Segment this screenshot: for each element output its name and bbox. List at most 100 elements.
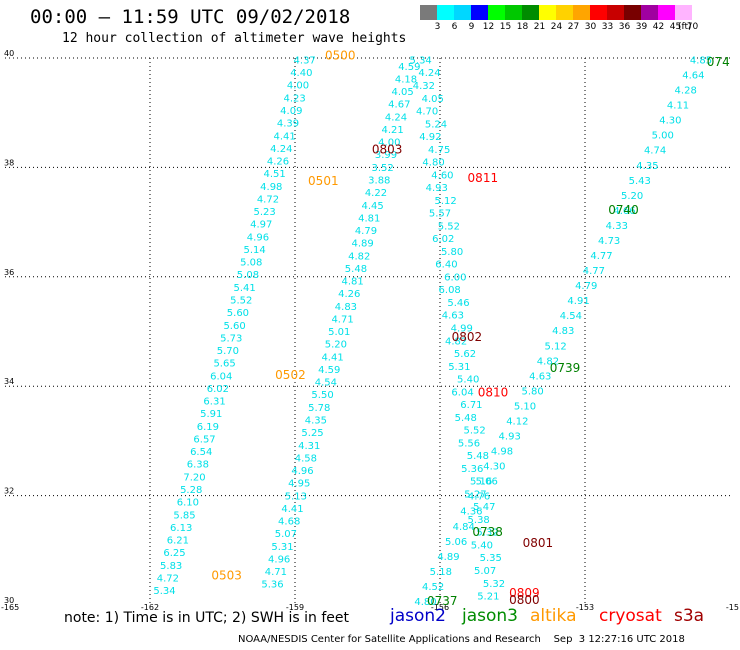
wave-height-value: 4.83 (552, 326, 574, 337)
wave-height-value: 7.20 (183, 472, 205, 483)
wave-height-value: 6.08 (439, 285, 461, 296)
pass-time-label: 0502 (275, 368, 306, 382)
wave-height-value: 6.02 (432, 234, 454, 245)
lon-tick-label: -156 (431, 603, 449, 612)
wave-height-value: 4.30 (659, 116, 681, 127)
wave-height-value: 4.89 (351, 239, 373, 250)
note-text: note: 1) Time is in UTC; 2) SWH is in fe… (64, 610, 350, 626)
legend-label: 45 (669, 22, 682, 32)
wave-height-value: 5.47 (473, 502, 495, 513)
wave-height-value: 6.04 (451, 387, 473, 398)
legend-label: 70 (686, 22, 699, 32)
pass-time-label: 0739 (550, 361, 581, 375)
wave-height-value: 4.37 (294, 55, 316, 66)
wave-height-value: 4.09 (280, 106, 302, 117)
wave-height-value: 5.57 (429, 209, 451, 220)
wave-height-value: 5.48 (467, 451, 489, 462)
wave-height-value: 4.33 (606, 221, 628, 232)
wave-height-value: 4.41 (281, 504, 303, 515)
wave-height-value: 4.98 (491, 447, 513, 458)
pass-time-label: 0501 (308, 174, 339, 188)
wave-height-value: 4.97 (250, 220, 272, 231)
pass-time-label: 0740 (608, 203, 639, 217)
pass-time-label: 0801 (523, 536, 554, 550)
wave-height-value: 5.80 (522, 386, 544, 397)
wave-height-value: 6.04 (210, 371, 232, 382)
wave-height-value: 4.72 (257, 194, 279, 205)
legend-label: 6 (451, 22, 458, 32)
wave-height-value: 5.70 (217, 346, 239, 357)
wave-height-value: 4.54 (560, 311, 582, 322)
lon-tick-label: -165 (1, 603, 19, 612)
wave-height-value: 4.71 (331, 314, 353, 325)
lon-tick-label: -15 (726, 603, 739, 612)
pass-time-label: 0811 (468, 171, 499, 185)
wave-height-value: 5.34 (153, 586, 175, 597)
legend-label: 18 (516, 22, 529, 32)
legend-swatch (641, 5, 658, 20)
wave-height-value: 5.08 (237, 270, 259, 281)
wave-height-value: 4.79 (575, 281, 597, 292)
wave-height-value: 6.00 (444, 272, 466, 283)
wave-height-value: 4.05 (422, 94, 444, 105)
wave-height-value: 4.82 (445, 336, 467, 347)
legend-swatch (607, 5, 624, 20)
wave-height-value: 5.91 (200, 409, 222, 420)
lon-tick-label: -159 (286, 603, 304, 612)
legend-swatch (658, 5, 675, 20)
legend-swatch (471, 5, 488, 20)
wave-height-value: 5.16 (470, 477, 492, 488)
wave-height-value: 5.40 (471, 540, 493, 551)
satellite-legend-altika: altika (530, 606, 577, 626)
wave-height-value: 5.12 (544, 341, 566, 352)
wave-height-value: 6.57 (193, 434, 215, 445)
page-title: 00:00 – 11:59 UTC 09/02/2018 (30, 6, 351, 28)
wave-height-value: 4.95 (288, 479, 310, 490)
wave-height-value: 4.96 (247, 232, 269, 243)
wave-height-value: 5.80 (441, 247, 463, 258)
satellite-legend-jason2: jason2 (390, 606, 446, 626)
wave-height-value: 4.63 (529, 371, 551, 382)
lon-tick-label: -162 (141, 603, 159, 612)
legend-label: 24 (550, 22, 563, 32)
wave-height-value: 4.77 (583, 266, 605, 277)
wave-height-value: 4.68 (278, 517, 300, 528)
wave-height-value: 4.51 (263, 169, 285, 180)
wave-height-value: 5.62 (454, 349, 476, 360)
wave-height-value: 5.43 (629, 176, 651, 187)
wave-height-value: 5.07 (474, 566, 496, 577)
wave-height-value: 5.48 (345, 264, 367, 275)
wave-height-value: 4.24 (418, 68, 440, 79)
wave-height-value: 5.27 (464, 489, 486, 500)
wave-height-value: 6.02 (207, 384, 229, 395)
pass-time-label: 0800 (509, 593, 540, 607)
wave-height-value: 4.00 (378, 138, 400, 149)
wave-height-value: 5.00 (652, 131, 674, 142)
legend-swatch (437, 5, 454, 20)
pass-time-label: 0810 (478, 386, 509, 400)
wave-height-value: 5.40 (457, 375, 479, 386)
wave-height-value: 4.35 (636, 161, 658, 172)
wave-height-value: 4.99 (451, 324, 473, 335)
wave-height-value: 5.14 (243, 245, 265, 256)
satellite-legend-jason3: jason3 (462, 606, 518, 626)
wave-height-value: 4.83 (335, 302, 357, 313)
wave-height-value: 6.40 (435, 260, 457, 271)
lat-tick-label: 32 (4, 487, 14, 496)
pass-time-label: 0738 (472, 525, 503, 539)
pass-time-label: 074 (707, 55, 730, 69)
wave-height-value: 4.82 (348, 251, 370, 262)
wave-height-value: 4.93 (426, 183, 448, 194)
wave-height-value: 4.75 (428, 145, 450, 156)
wave-height-value: 6.19 (197, 422, 219, 433)
legend-swatch (556, 5, 573, 20)
pass-time-label: 0737 (427, 594, 458, 608)
legend-swatch (573, 5, 590, 20)
wave-height-value: 4.23 (284, 93, 306, 104)
wave-height-value: 4.81 (341, 277, 363, 288)
wave-height-value: 5.78 (308, 403, 330, 414)
legend-swatch (505, 5, 522, 20)
wave-height-value: 4.84 (453, 522, 475, 533)
pass-time-label: 0803 (372, 143, 403, 157)
wave-height-value: 4.79 (355, 226, 377, 237)
